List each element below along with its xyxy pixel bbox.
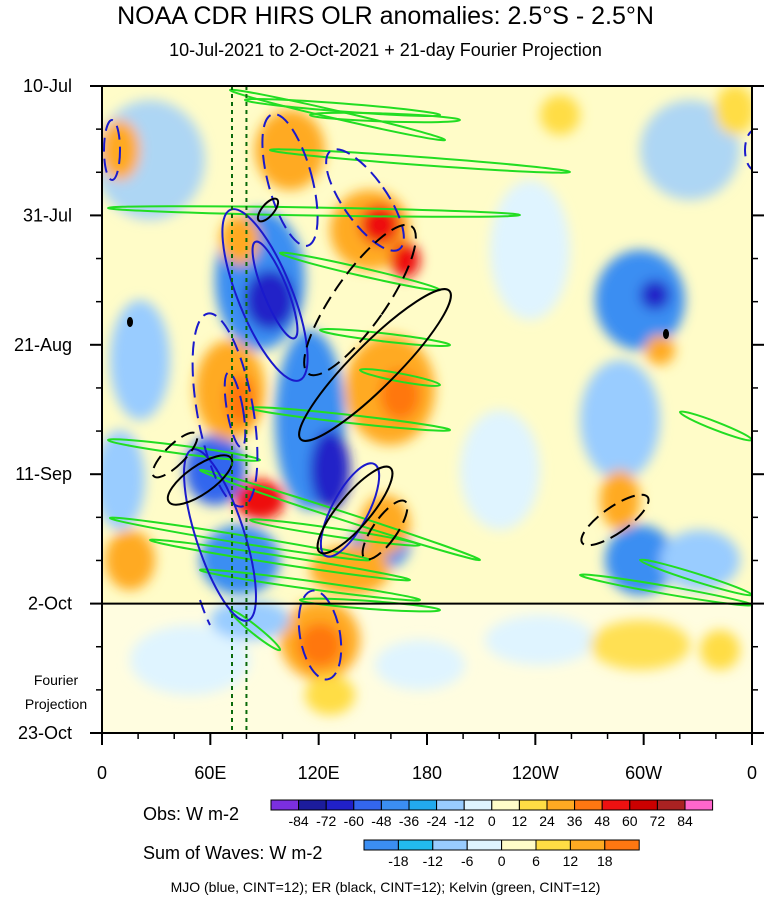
- kelvin-contour: [148, 538, 412, 582]
- waves-colorbar-level: 0: [498, 853, 506, 869]
- y-tick-label: 31-Jul: [23, 205, 72, 225]
- contour-legend-footer: MJO (blue, CINT=12); ER (black, CINT=12)…: [170, 879, 601, 895]
- waves-colorbar-level: -18: [388, 853, 408, 869]
- kelvin-contour: [198, 568, 422, 602]
- waves-colorbar-swatch: [466, 839, 503, 851]
- wave-contours: [103, 88, 752, 681]
- kelvin-contour: [678, 410, 752, 442]
- waves-colorbar-level: -6: [461, 853, 474, 869]
- obs-colorbar-level: 12: [512, 813, 528, 829]
- chart-title: NOAA CDR HIRS OLR anomalies: 2.5°S - 2.5…: [117, 2, 654, 30]
- kelvin-contour: [318, 328, 452, 347]
- obs-colorbar-level: -36: [399, 813, 419, 829]
- kelvin-contour: [248, 406, 452, 432]
- obs-colorbar-swatch: [546, 799, 576, 811]
- chart-subtitle: 10-Jul-2021 to 2-Oct-2021 + 21-day Fouri…: [169, 40, 602, 60]
- waves-colorbar-level: 6: [532, 853, 540, 869]
- mjo-contours: [103, 113, 752, 681]
- obs-colorbar-swatch: [629, 799, 658, 811]
- x-tick-label: 120W: [512, 763, 559, 783]
- obs-colorbar-swatch: [463, 799, 493, 811]
- obs-colorbar-swatch: [325, 799, 355, 811]
- x-tick-label: 60E: [194, 763, 226, 783]
- obs-colorbar-level: -48: [371, 813, 391, 829]
- kelvin-contour: [106, 205, 522, 218]
- obs-colorbar-swatch: [518, 799, 548, 811]
- er-contours: [127, 197, 669, 561]
- y-tick-label: 10-Jul: [23, 76, 72, 96]
- obs-colorbar-swatch: [298, 799, 327, 811]
- waves-colorbar-level: 18: [597, 853, 613, 869]
- obs-colorbar-swatch: [684, 799, 714, 811]
- obs-colorbar-swatch: [601, 799, 631, 811]
- obs-colorbar-level: -24: [426, 813, 446, 829]
- kelvin-contour: [578, 573, 752, 607]
- obs-colorbar-swatch: [270, 799, 300, 811]
- x-tick-label: 120E: [298, 763, 340, 783]
- waves-colorbar-level: 12: [563, 853, 579, 869]
- obs-colorbar-swatch: [656, 799, 686, 811]
- y-tick-label: 2-Oct: [28, 594, 72, 614]
- kelvin-contour: [248, 518, 422, 547]
- obs-colorbar-label: Obs: W m-2: [143, 804, 240, 824]
- obs-colorbar-level: 72: [650, 813, 666, 829]
- obs-colorbar-level: 84: [677, 813, 693, 829]
- obs-colorbar-swatch: [491, 799, 520, 811]
- obs-colorbar-level: 60: [622, 813, 638, 829]
- kelvin-contour: [358, 368, 442, 387]
- kelvin-contour: [106, 438, 262, 462]
- obs-colorbar-swatch: [436, 799, 465, 811]
- waves-colorbar-level: -12: [423, 853, 443, 869]
- waves-colorbar-swatch: [535, 839, 571, 851]
- reference-longitude-lines: [231, 86, 248, 733]
- x-tick-label: 60W: [625, 763, 662, 783]
- obs-colorbar-swatch: [408, 799, 438, 811]
- colorbars: -84 -72 -60 -48 -36 -24 -12 0 12 24 36 48 60 72 84-18-…: [270, 799, 714, 869]
- waves-colorbar-swatch: [363, 839, 399, 851]
- waves-colorbar-swatch: [569, 839, 606, 851]
- obs-colorbar-level: -60: [344, 813, 364, 829]
- x-tick-label: 0: [747, 763, 757, 783]
- obs-colorbar-level: 0: [488, 813, 496, 829]
- kelvin-contour: [198, 468, 482, 562]
- kelvin-contour: [308, 111, 462, 124]
- obs-colorbar-level: -12: [454, 813, 474, 829]
- obs-colorbar-level: 36: [567, 813, 583, 829]
- waves-colorbar-swatch: [397, 839, 434, 851]
- obs-colorbar-level: 48: [594, 813, 610, 829]
- kelvin-contour: [243, 98, 442, 117]
- kelvin-contour: [268, 148, 572, 174]
- axes: 10-Jul 31-Jul 21-Aug 11-Sep 2-Oct 23-Oct Fouri…: [14, 76, 764, 783]
- waves-colorbar-swatch: [501, 839, 537, 851]
- y-tick-label: 21-Aug: [14, 335, 72, 355]
- obs-colorbar-swatch: [380, 799, 410, 811]
- obs-colorbar-level: -84: [288, 813, 308, 829]
- waves-colorbar-label: Sum of Waves: W m-2: [143, 843, 323, 863]
- kelvin-contours: [106, 88, 752, 652]
- x-tick-label: 180: [412, 763, 442, 783]
- kelvin-contour: [298, 597, 442, 613]
- waves-colorbar-swatch: [432, 839, 468, 851]
- waves-colorbar-swatch: [604, 839, 640, 851]
- y-tick-label: 11-Sep: [15, 464, 72, 484]
- projection-label: Fourier: [34, 672, 79, 688]
- obs-colorbar-swatch: [574, 799, 603, 811]
- obs-colorbar-swatch: [353, 799, 382, 811]
- y-tick-label: 23-Oct: [18, 723, 72, 743]
- olr-anomaly-field: [102, 86, 752, 733]
- x-tick-label: 0: [97, 763, 107, 783]
- obs-colorbar-level: 24: [539, 813, 555, 829]
- projection-label: Projection: [25, 696, 87, 712]
- obs-colorbar-level: -72: [316, 813, 336, 829]
- kelvin-contour: [638, 558, 752, 597]
